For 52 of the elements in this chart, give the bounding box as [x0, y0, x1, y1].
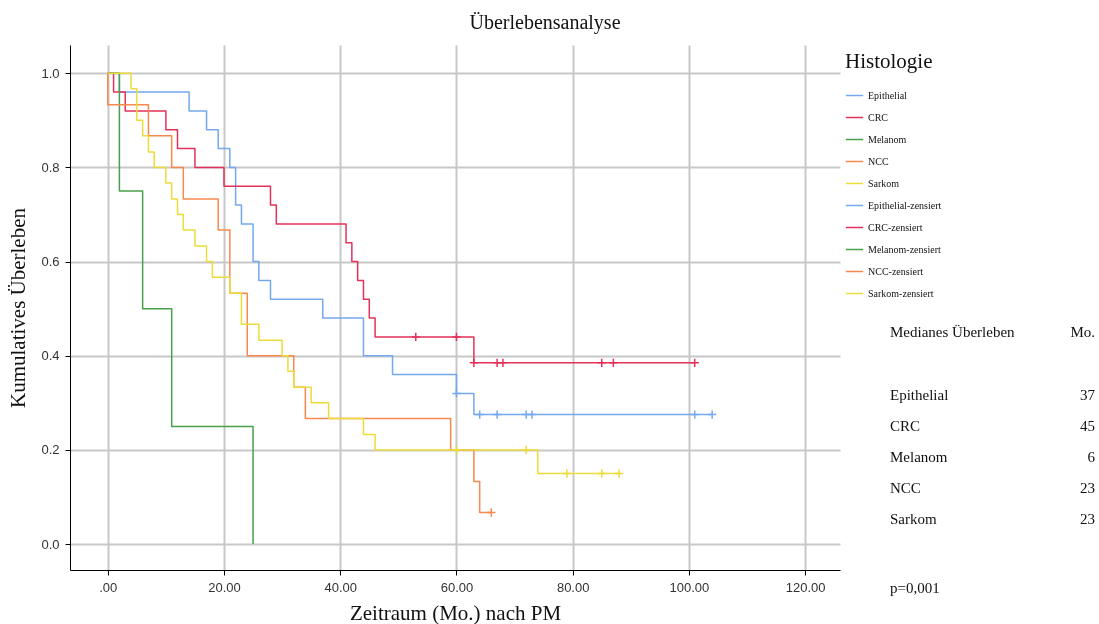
legend-label: CRC [868, 111, 889, 123]
point [561, 468, 572, 479]
point [451, 332, 462, 342]
text: Mo. [1070, 324, 1095, 342]
point [527, 409, 537, 420]
legend-label: Epithelial-zensiert [868, 199, 942, 211]
point [614, 468, 625, 479]
legend-label: CRC-zensiert [868, 221, 923, 233]
text: Sarkom [890, 511, 937, 529]
text: NCC [890, 480, 921, 498]
x-axis-title: Zeitraum (Mo.) nach PM [349, 600, 562, 624]
x-tick-label: 80.00 [556, 579, 590, 595]
text: CRC [890, 418, 921, 436]
point [410, 332, 421, 342]
legend-label: Epithelial [868, 89, 908, 101]
point [608, 357, 619, 368]
text: Epithelial [890, 387, 949, 405]
y-tick-label: 0.0 [41, 536, 60, 552]
legend-label: Sarkom-zensiert [868, 287, 934, 299]
text: 6 [1087, 449, 1095, 467]
y-tick-label: 1.0 [41, 65, 60, 81]
x-tick-label: .00 [99, 579, 118, 595]
x-tick-label: 100.00 [669, 579, 710, 595]
legend-title: Histologie [845, 49, 933, 73]
legend-label: NCC-zensiert [868, 265, 924, 277]
legend-label: NCC [868, 155, 889, 167]
text: Medianes Überleben [890, 324, 1015, 342]
x-tick-label: 20.00 [208, 579, 241, 595]
text: p=0,001 [890, 580, 941, 597]
point [498, 357, 508, 368]
legend-label: Sarkom [868, 177, 900, 189]
text: Melanom [890, 449, 948, 467]
text: 37 [1080, 387, 1095, 405]
x-tick-label: 60.00 [440, 579, 474, 595]
point [468, 357, 479, 368]
y-tick-label: 0.8 [41, 159, 60, 175]
y-axis-title: Kumulatives Überleben [6, 207, 31, 409]
text: 23 [1080, 480, 1095, 498]
y-tick-label: 0.2 [41, 442, 60, 458]
point [521, 445, 532, 455]
x-tick-label: 120.00 [785, 579, 826, 595]
point [707, 409, 718, 420]
point [451, 445, 462, 455]
text: 23 [1080, 511, 1095, 529]
legend-label: Melanom [868, 133, 907, 145]
y-tick-label: 0.6 [41, 254, 60, 270]
y-tick-label: 0.4 [41, 348, 60, 364]
text: 45 [1080, 418, 1095, 436]
chart-title: Überlebensanalyse [469, 11, 621, 34]
legend-label: Melanom-zensiert [868, 243, 941, 255]
point [492, 409, 503, 420]
x-tick-label: 40.00 [324, 579, 357, 595]
